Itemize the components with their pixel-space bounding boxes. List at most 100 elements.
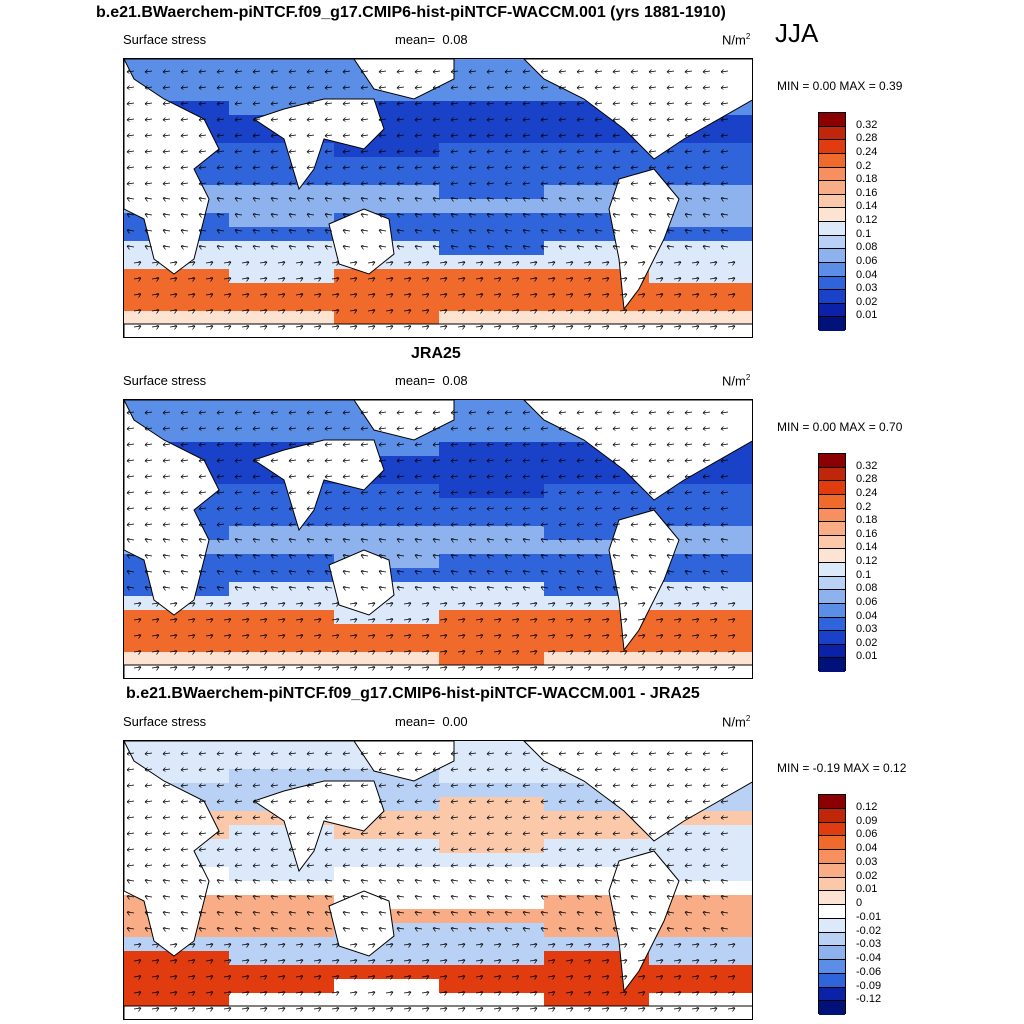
stress-arrow — [601, 261, 610, 266]
stress-arrow — [691, 261, 700, 266]
contour-cell — [229, 652, 335, 667]
stress-arrow — [342, 895, 351, 900]
stress-arrow — [162, 927, 171, 932]
stress-arrow — [306, 767, 315, 772]
colorbar-tick-label: 0.04 — [856, 268, 878, 281]
stress-arrow — [475, 277, 484, 282]
stress-arrow — [691, 602, 700, 607]
contour-cell — [334, 881, 440, 896]
stress-arrow — [630, 522, 639, 527]
colorbar-swatch — [819, 808, 845, 823]
stress-arrow — [583, 325, 592, 330]
stress-arrow — [522, 85, 531, 90]
stress-arrow — [511, 975, 520, 980]
stress-arrow — [450, 538, 459, 543]
stress-arrow — [385, 602, 394, 607]
stress-arrow — [558, 410, 567, 415]
stress-arrow — [457, 634, 466, 639]
stress-arrow — [486, 863, 495, 868]
stress-arrow — [540, 410, 549, 415]
stress-arrow — [439, 261, 448, 266]
stress-arrow — [576, 831, 585, 836]
contour-cell — [229, 965, 335, 980]
contour-cell — [649, 638, 752, 653]
stress-arrow — [216, 570, 225, 575]
stress-arrow — [565, 943, 574, 948]
stress-arrow — [234, 767, 243, 772]
stress-arrow — [727, 959, 736, 964]
stress-arrow — [612, 458, 621, 463]
stress-arrow — [493, 634, 502, 639]
stress-arrow — [630, 213, 639, 218]
stress-arrow — [540, 165, 549, 170]
stress-arrow — [576, 229, 585, 234]
stress-arrow — [702, 426, 711, 431]
stress-arrow — [259, 602, 268, 607]
stress-arrow — [522, 490, 531, 495]
colorbar-tick-label: 0.24 — [856, 486, 878, 499]
stress-arrow — [252, 911, 261, 916]
stress-arrow — [306, 490, 315, 495]
stress-arrow — [324, 895, 333, 900]
stress-arrow — [558, 927, 567, 932]
stress-arrow — [313, 943, 322, 948]
stress-arrow — [558, 490, 567, 495]
stress-arrow — [162, 879, 171, 884]
stress-arrow — [216, 895, 225, 900]
stress-arrow — [270, 911, 279, 916]
stress-arrow — [349, 650, 358, 655]
stress-arrow — [378, 554, 387, 559]
stress-arrow — [216, 815, 225, 820]
stress-arrow — [702, 586, 711, 591]
contour-cell — [649, 652, 752, 667]
stress-arrow — [540, 751, 549, 756]
stress-arrow — [198, 410, 207, 415]
stress-arrow — [216, 213, 225, 218]
stress-arrow — [342, 815, 351, 820]
stress-arrow — [709, 975, 718, 980]
contour-cell — [124, 965, 230, 980]
stress-arrow — [331, 277, 340, 282]
stress-arrow — [288, 197, 297, 202]
stress-arrow — [216, 181, 225, 186]
stress-arrow — [295, 959, 304, 964]
stress-arrow — [709, 277, 718, 282]
stress-arrow — [486, 442, 495, 447]
stress-arrow — [342, 85, 351, 90]
contour-cell — [649, 484, 752, 499]
colorbar-tick-label: 0.04 — [856, 609, 878, 622]
stress-arrow — [720, 831, 729, 836]
contour-cell — [439, 470, 545, 485]
contour-cell — [439, 129, 545, 144]
stress-arrow — [709, 1007, 718, 1012]
contour-cell — [229, 428, 335, 443]
contour-cell — [544, 825, 650, 840]
stress-arrow — [216, 538, 225, 543]
stress-arrow — [367, 309, 376, 314]
stress-arrow — [684, 783, 693, 788]
stress-arrow — [565, 959, 574, 964]
contour-cell — [229, 241, 335, 256]
stress-arrow — [144, 69, 153, 74]
stress-arrow — [522, 570, 531, 575]
stress-arrow — [162, 69, 171, 74]
contour-cell — [439, 881, 545, 896]
stress-arrow — [522, 538, 531, 543]
stress-arrow — [162, 538, 171, 543]
stress-arrow — [511, 277, 520, 282]
stress-arrow — [504, 586, 513, 591]
stress-arrow — [655, 991, 664, 996]
stress-arrow — [259, 618, 268, 623]
stress-arrow — [324, 490, 333, 495]
stress-arrow — [558, 831, 567, 836]
stress-arrow — [547, 959, 556, 964]
stress-arrow — [403, 618, 412, 623]
stress-arrow — [702, 85, 711, 90]
stress-arrow — [378, 213, 387, 218]
stress-arrow — [630, 506, 639, 511]
stress-arrow — [684, 927, 693, 932]
stress-arrow — [198, 117, 207, 122]
stress-arrow — [144, 213, 153, 218]
stress-arrow — [288, 863, 297, 868]
continent-outline — [608, 850, 680, 993]
